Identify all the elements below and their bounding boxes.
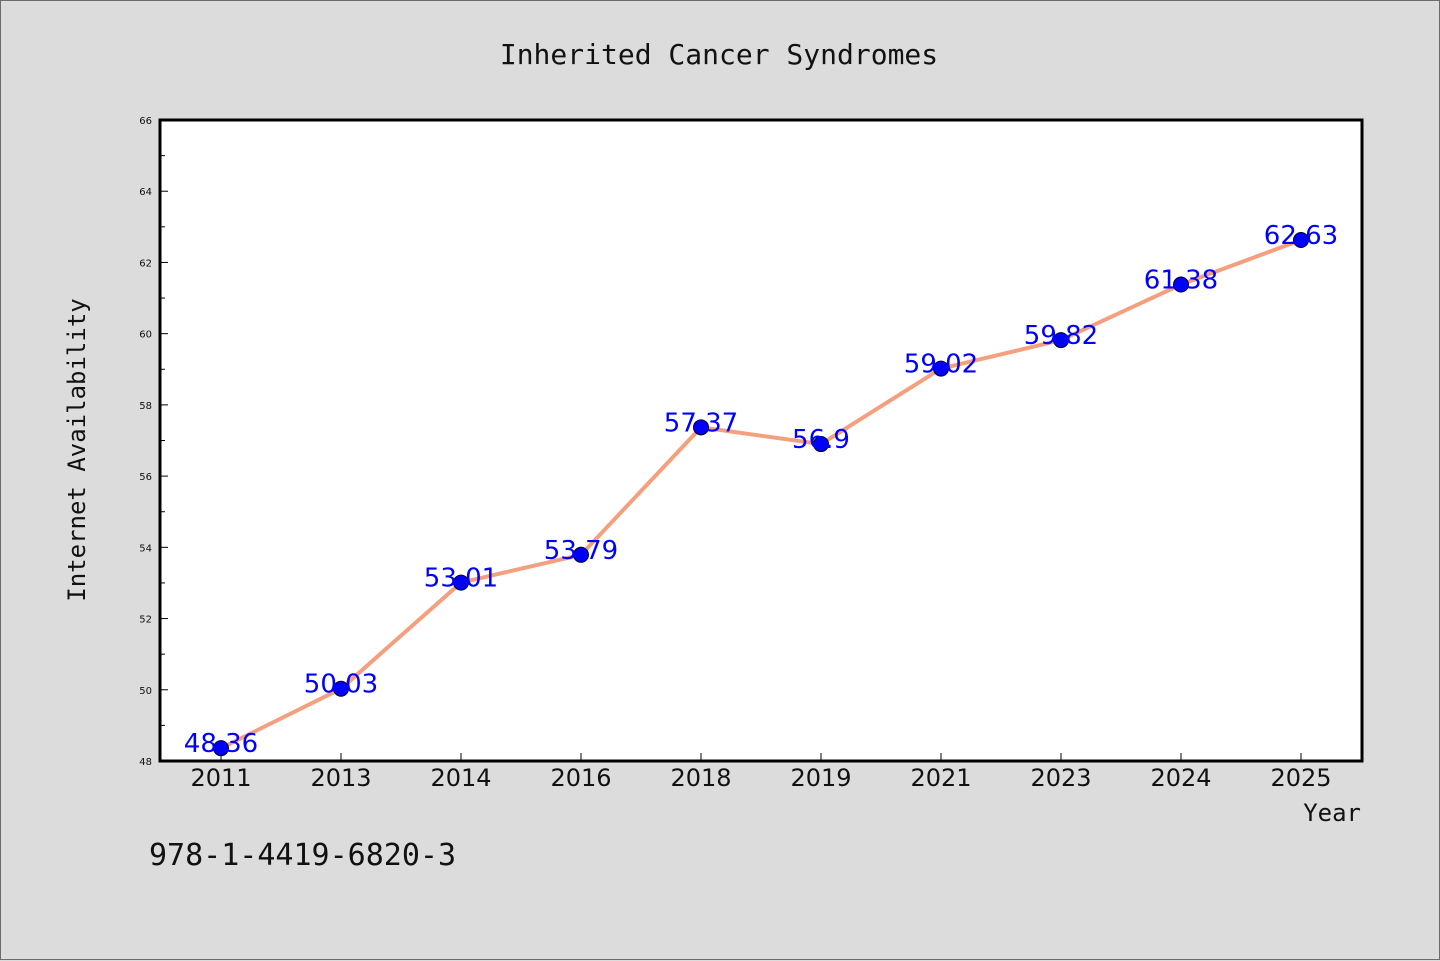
y-tick-label: 54 [139, 543, 152, 554]
data-label: 61.38 [1144, 266, 1218, 296]
data-label: 57.37 [664, 408, 738, 438]
y-tick-label: 60 [139, 330, 152, 341]
data-labels: 48.36 50.03 53.01 53.79 57.37 56.9 59.02 59.82 6… [184, 221, 1338, 759]
y-tick-label: 62 [139, 258, 152, 269]
y-tick-label: 58 [139, 401, 152, 412]
data-label: 62.63 [1264, 221, 1338, 251]
data-label: 59.02 [904, 350, 978, 380]
y-tick-label: 56 [139, 472, 152, 483]
plot-area [158, 118, 1364, 763]
data-markers [213, 232, 1309, 757]
x-axis-label: Year [1303, 799, 1361, 827]
series-line [220, 238, 1302, 750]
chart-title: Inherited Cancer Syndromes [500, 38, 938, 71]
data-point [933, 360, 949, 377]
x-tick-label: 2023 [1030, 764, 1091, 792]
x-tick-label: 2019 [790, 764, 851, 792]
x-tick-label: 2024 [1150, 764, 1211, 792]
data-point [1053, 332, 1069, 349]
x-tick-label: 2013 [310, 764, 371, 792]
y-tick-label: 66 [139, 116, 152, 127]
data-point [573, 546, 589, 563]
data-label: 53.01 [424, 564, 498, 594]
x-tick-label: 2016 [550, 764, 611, 792]
x-axis: 2011 2013 2014 2016 2018 2019 2021 2023 2024 2025 [190, 753, 1332, 792]
data-point [813, 436, 829, 453]
data-label: 50.03 [304, 670, 378, 700]
data-label: 59.82 [1024, 321, 1098, 351]
y-tick-label: 52 [139, 615, 152, 626]
y-axis-label: Internet Availability [63, 298, 91, 601]
x-tick-label: 2025 [1270, 764, 1331, 792]
data-point [333, 680, 349, 697]
y-axis: 48 50 52 54 56 58 60 62 64 66 [139, 116, 168, 768]
y-tick-label: 50 [139, 686, 152, 697]
data-point [1293, 232, 1309, 249]
x-tick-label: 2021 [910, 764, 971, 792]
data-label: 53.79 [544, 536, 618, 566]
x-tick-label: 2018 [670, 764, 731, 792]
isbn-text: 978-1-4419-6820-3 [149, 838, 456, 873]
x-tick-label: 2011 [190, 764, 251, 792]
x-tick-label: 2014 [430, 764, 491, 792]
data-point [693, 419, 709, 436]
data-point [1173, 276, 1189, 293]
y-tick-label: 48 [139, 757, 152, 768]
data-point [213, 740, 229, 757]
data-label: 48.36 [184, 729, 258, 759]
data-label: 56.9 [792, 425, 850, 455]
y-tick-label: 64 [139, 187, 152, 198]
data-point [453, 574, 469, 591]
